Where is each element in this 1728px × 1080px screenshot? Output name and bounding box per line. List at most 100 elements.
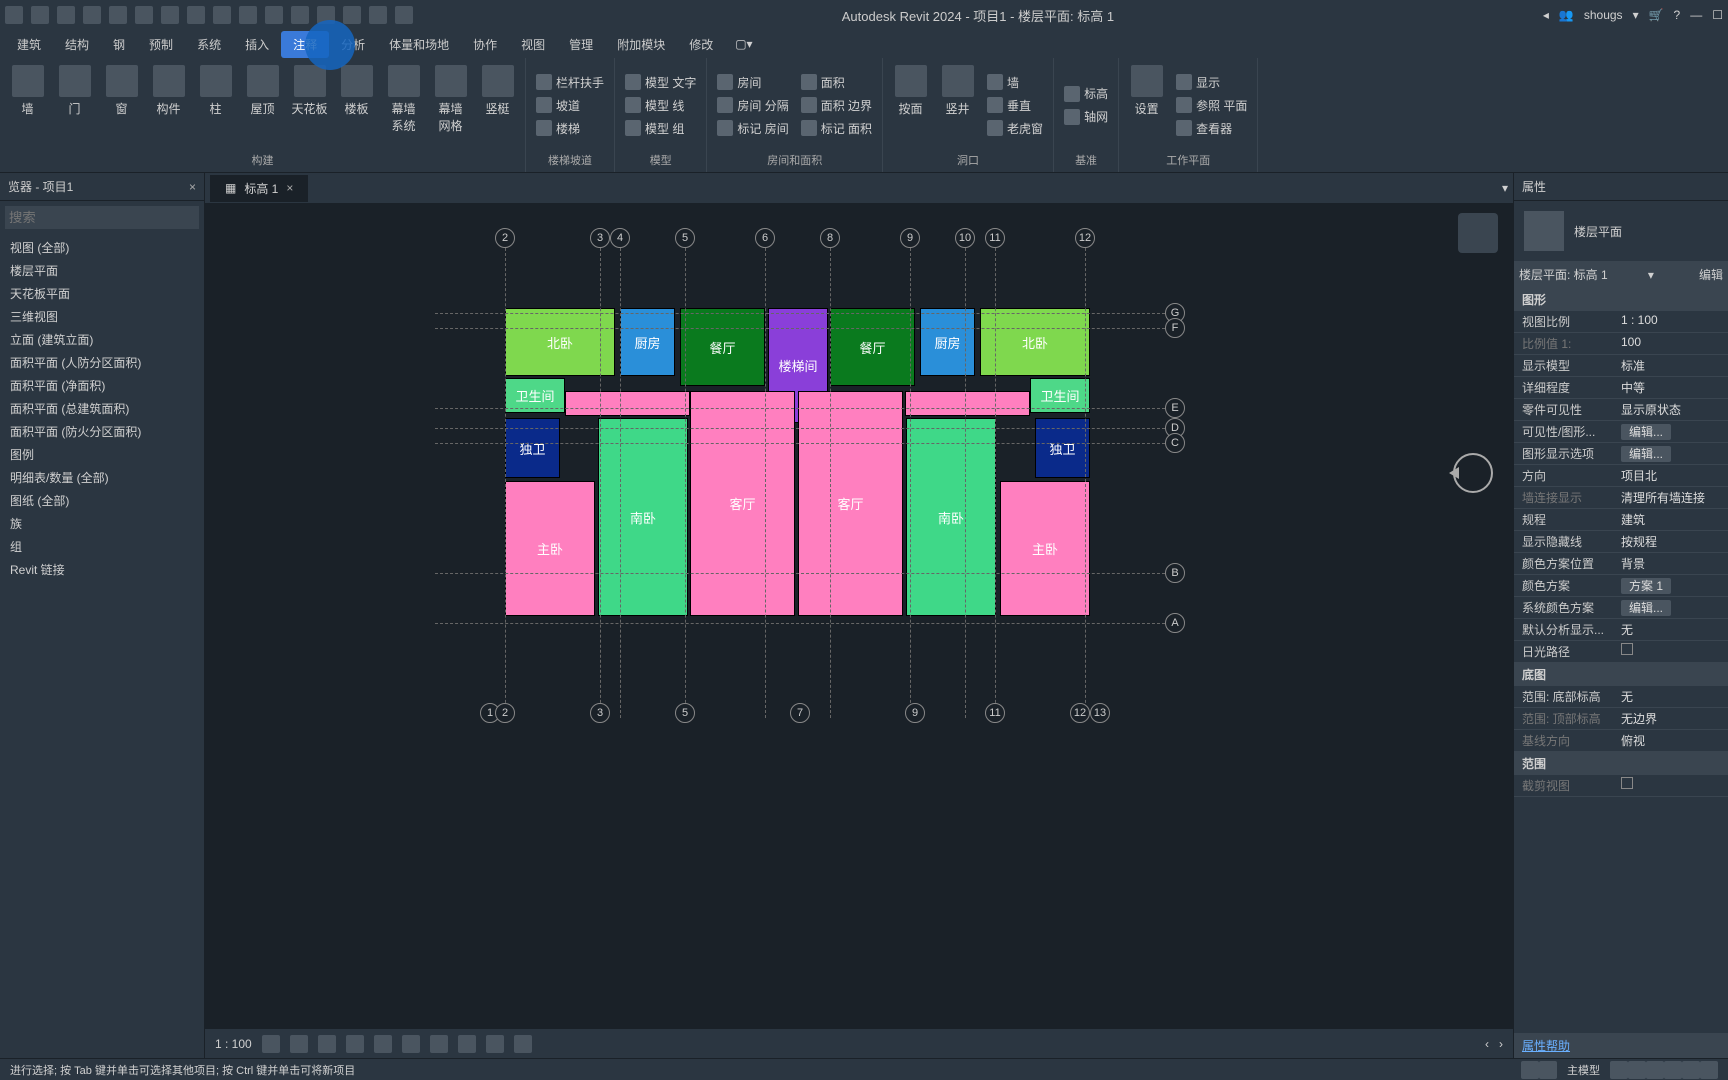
property-value[interactable]: 无边界 <box>1621 710 1720 727</box>
room[interactable] <box>905 391 1030 416</box>
tree-item[interactable]: 面积平面 (防火分区面积) <box>0 420 204 443</box>
property-row[interactable]: 基线方向俯视 <box>1514 730 1728 752</box>
temp-hide-icon[interactable] <box>486 1035 504 1053</box>
menu-insert[interactable]: 插入 <box>233 31 281 58</box>
grid-bubble[interactable]: 9 <box>900 228 920 248</box>
tree-item[interactable]: 天花板平面 <box>0 282 204 305</box>
property-edit-button[interactable]: 方案 1 <box>1621 578 1671 594</box>
property-row[interactable]: 默认分析显示...无 <box>1514 619 1728 641</box>
property-value[interactable]: 编辑... <box>1621 445 1720 462</box>
ribbon-btn[interactable]: 标记 房间 <box>712 117 793 140</box>
select-links-icon[interactable] <box>1610 1061 1628 1079</box>
ribbon-btn[interactable]: 设置 <box>1124 60 1169 150</box>
username-label[interactable]: shougs <box>1584 8 1623 22</box>
info-icon[interactable]: ◂ <box>1543 8 1549 22</box>
menu-massing[interactable]: 体量和场地 <box>377 31 461 58</box>
cart-icon[interactable]: 🛒 <box>1649 8 1664 22</box>
room[interactable]: 餐厅 <box>680 308 765 386</box>
room[interactable]: 独卫 <box>1035 418 1090 478</box>
room[interactable]: 南卧 <box>598 418 688 616</box>
qat-measure-icon[interactable] <box>187 6 205 24</box>
room[interactable]: 客厅 <box>690 391 795 616</box>
editable-icon[interactable] <box>1539 1061 1557 1079</box>
ribbon-btn[interactable]: 标记 面积 <box>796 117 877 140</box>
ribbon-btn[interactable]: 柱 <box>193 60 238 150</box>
maximize-icon[interactable]: ☐ <box>1712 8 1723 22</box>
room[interactable]: 厨房 <box>620 308 675 376</box>
qat-save-icon[interactable] <box>57 6 75 24</box>
grid-bubble[interactable]: 7 <box>790 703 810 723</box>
ribbon-btn[interactable]: 门 <box>52 60 97 150</box>
ribbon-btn[interactable]: 屋顶 <box>240 60 285 150</box>
ribbon-btn[interactable]: 竖井 <box>935 60 980 150</box>
property-row[interactable]: 系统颜色方案编辑... <box>1514 597 1728 619</box>
ribbon-btn[interactable]: 标高 <box>1059 82 1113 105</box>
room[interactable] <box>565 391 690 416</box>
property-group-header[interactable]: 图形 <box>1514 288 1728 311</box>
visual-style-icon[interactable] <box>290 1035 308 1053</box>
menu-modify[interactable]: 修改 <box>677 31 725 58</box>
property-row[interactable]: 颜色方案位置背景 <box>1514 553 1728 575</box>
qat-undo-icon[interactable] <box>109 6 127 24</box>
crop-region-icon[interactable] <box>430 1035 448 1053</box>
grid-bubble[interactable]: 8 <box>820 228 840 248</box>
compass-icon[interactable] <box>1453 453 1493 493</box>
ribbon-btn[interactable]: 墙 <box>982 71 1048 94</box>
menu-steel[interactable]: 钢 <box>101 31 137 58</box>
lock-icon[interactable] <box>458 1035 476 1053</box>
ribbon-btn[interactable]: 模型 组 <box>620 117 701 140</box>
property-value[interactable]: 背景 <box>1621 555 1720 572</box>
grid-bubble[interactable]: E <box>1165 398 1185 418</box>
menu-expand-icon[interactable]: ▢▾ <box>735 37 752 51</box>
ribbon-btn[interactable]: 轴网 <box>1059 105 1113 128</box>
select-face-icon[interactable] <box>1664 1061 1682 1079</box>
ribbon-btn[interactable]: 模型 文字 <box>620 71 701 94</box>
grid-bubble[interactable]: 2 <box>495 703 515 723</box>
qat-print-icon[interactable] <box>161 6 179 24</box>
property-value[interactable]: 项目北 <box>1621 467 1720 484</box>
property-checkbox[interactable] <box>1621 643 1633 655</box>
ribbon-btn[interactable]: 楼梯 <box>531 117 609 140</box>
grid-bubble[interactable]: 10 <box>955 228 975 248</box>
select-underlay-icon[interactable] <box>1628 1061 1646 1079</box>
grid-bubble[interactable]: 6 <box>755 228 775 248</box>
grid-bubble[interactable]: 12 <box>1075 228 1095 248</box>
menu-view[interactable]: 视图 <box>509 31 557 58</box>
qat-dim-icon[interactable] <box>213 6 231 24</box>
grid-bubble[interactable]: 2 <box>495 228 515 248</box>
tree-item[interactable]: 面积平面 (净面积) <box>0 374 204 397</box>
property-value[interactable]: 显示原状态 <box>1621 401 1720 418</box>
property-row[interactable]: 显示隐藏线按规程 <box>1514 531 1728 553</box>
minimize-icon[interactable]: — <box>1690 8 1702 22</box>
ribbon-btn[interactable]: 房间 分隔 <box>712 94 793 117</box>
property-value[interactable] <box>1621 643 1720 660</box>
tree-item[interactable]: 面积平面 (总建筑面积) <box>0 397 204 420</box>
ribbon-btn[interactable]: 楼板 <box>334 60 379 150</box>
help-icon[interactable]: ? <box>1674 8 1681 22</box>
ribbon-btn[interactable]: 栏杆扶手 <box>531 71 609 94</box>
browser-close-icon[interactable]: × <box>189 180 196 194</box>
select-pinned-icon[interactable] <box>1646 1061 1664 1079</box>
grid-bubble[interactable]: 3 <box>590 703 610 723</box>
property-value[interactable]: 俯视 <box>1621 732 1720 749</box>
menu-structure[interactable]: 结构 <box>53 31 101 58</box>
tree-item[interactable]: 三维视图 <box>0 305 204 328</box>
properties-type[interactable]: 楼层平面 <box>1514 201 1728 261</box>
property-edit-button[interactable]: 编辑... <box>1621 424 1671 440</box>
model-label[interactable]: 主模型 <box>1567 1062 1600 1078</box>
user-icon[interactable]: 👥 <box>1559 8 1574 22</box>
property-value[interactable]: 无 <box>1621 621 1720 638</box>
room[interactable]: 主卧 <box>505 481 595 616</box>
shadows-icon[interactable] <box>346 1035 364 1053</box>
tree-item[interactable]: 立面 (建筑立面) <box>0 328 204 351</box>
filter-icon[interactable] <box>1700 1061 1718 1079</box>
property-row[interactable]: 范围: 顶部标高无边界 <box>1514 708 1728 730</box>
property-row[interactable]: 显示模型标准 <box>1514 355 1728 377</box>
property-value[interactable]: 标准 <box>1621 357 1720 374</box>
menu-systems[interactable]: 系统 <box>185 31 233 58</box>
detail-level-icon[interactable] <box>262 1035 280 1053</box>
property-edit-button[interactable]: 编辑... <box>1621 600 1671 616</box>
room[interactable]: 厨房 <box>920 308 975 376</box>
property-group-header[interactable]: 底图 <box>1514 663 1728 686</box>
qat-open-icon[interactable] <box>31 6 49 24</box>
